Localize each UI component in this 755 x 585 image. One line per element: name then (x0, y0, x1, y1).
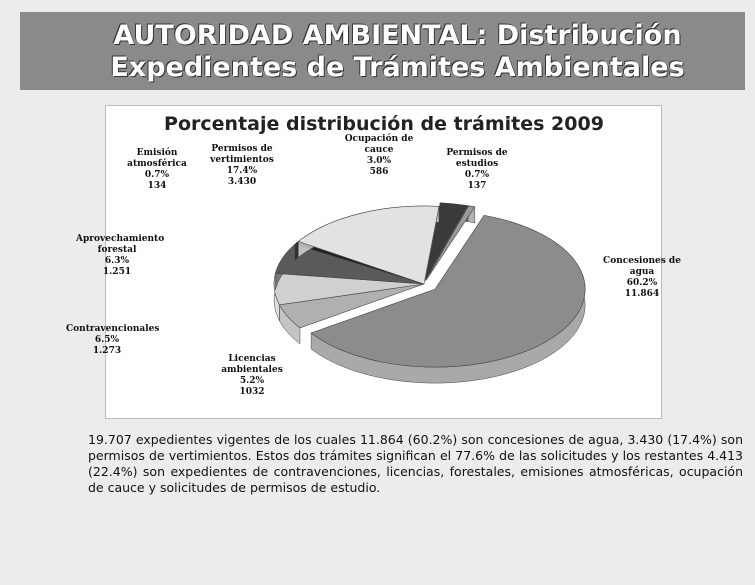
category-label: Contravencionales (66, 324, 148, 335)
category-label: Permisos de estudios (436, 148, 518, 170)
slide: AUTORIDAD AMBIENTAL: Distribución Expedi… (0, 0, 755, 585)
count-label: 586 (338, 167, 420, 178)
percent-label: 17.4% (201, 166, 283, 177)
count-label: 3.430 (201, 177, 283, 188)
percent-label: 3.0% (338, 156, 420, 167)
percent-label: 0.7% (436, 170, 518, 181)
description: 19.707 expedientes vigentes de los cuale… (88, 432, 743, 496)
chart-title: Porcentaje distribución de trámites 2009 (164, 113, 604, 135)
count-label: 1032 (211, 387, 293, 398)
percent-label: 0.7% (116, 170, 198, 181)
category-label: Permisos de vertimientos (201, 144, 283, 166)
percent-label: 6.5% (66, 335, 148, 346)
category-label: Ocupación de cauce (338, 134, 420, 156)
banner: AUTORIDAD AMBIENTAL: Distribución Expedi… (20, 12, 745, 90)
category-label: Emisión atmosférica (116, 148, 198, 170)
count-label: 137 (436, 181, 518, 192)
page-title: AUTORIDAD AMBIENTAL: Distribución Expedi… (60, 20, 735, 84)
count-label: 134 (116, 181, 198, 192)
percent-label: 6.3% (76, 256, 158, 267)
percent-label: 5.2% (211, 376, 293, 387)
count-label: 11.864 (601, 289, 683, 300)
category-label: Aprovechamiento forestal (76, 234, 158, 256)
category-label: Licencias ambientales (211, 354, 293, 376)
category-label: Concesiones de agua (601, 256, 683, 278)
chart: Porcentaje distribución de trámites 2009… (105, 105, 662, 419)
count-label: 1.273 (66, 346, 148, 357)
percent-label: 60.2% (601, 278, 683, 289)
count-label: 1.251 (76, 267, 158, 278)
